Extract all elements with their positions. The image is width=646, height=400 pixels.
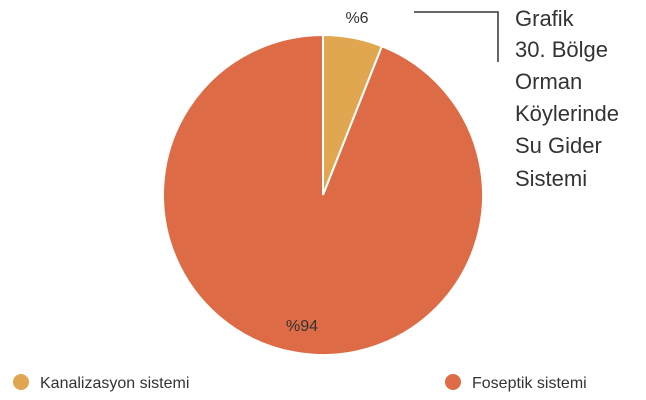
legend-swatch-foseptik	[445, 374, 461, 390]
legend-swatch-kanalizasyon	[13, 374, 29, 390]
pie-slice-foseptik	[162, 33, 484, 356]
legend-label-foseptik: Foseptik sistemi	[472, 375, 587, 392]
pie-slices	[162, 33, 484, 356]
title-line-4: Köylerinde	[515, 101, 619, 126]
title-line-6: Sistemi	[515, 166, 587, 191]
data-label-foseptik: %94	[286, 318, 318, 335]
data-label-kanalizasyon: %6	[345, 10, 368, 27]
legend-label-kanalizasyon: Kanalizasyon sistemi	[40, 375, 189, 392]
title-line-1: Grafik	[515, 6, 575, 31]
chart-title: Grafik 30. Bölge Orman Köylerinde Su Gid…	[515, 6, 619, 191]
title-line-5: Su Gider	[515, 133, 602, 158]
title-line-3: Orman	[515, 69, 582, 94]
title-callout-line	[414, 11, 499, 62]
title-line-2: 30. Bölge	[515, 37, 608, 62]
legend: Kanalizasyon sistemi Foseptik sistemi	[13, 374, 587, 392]
